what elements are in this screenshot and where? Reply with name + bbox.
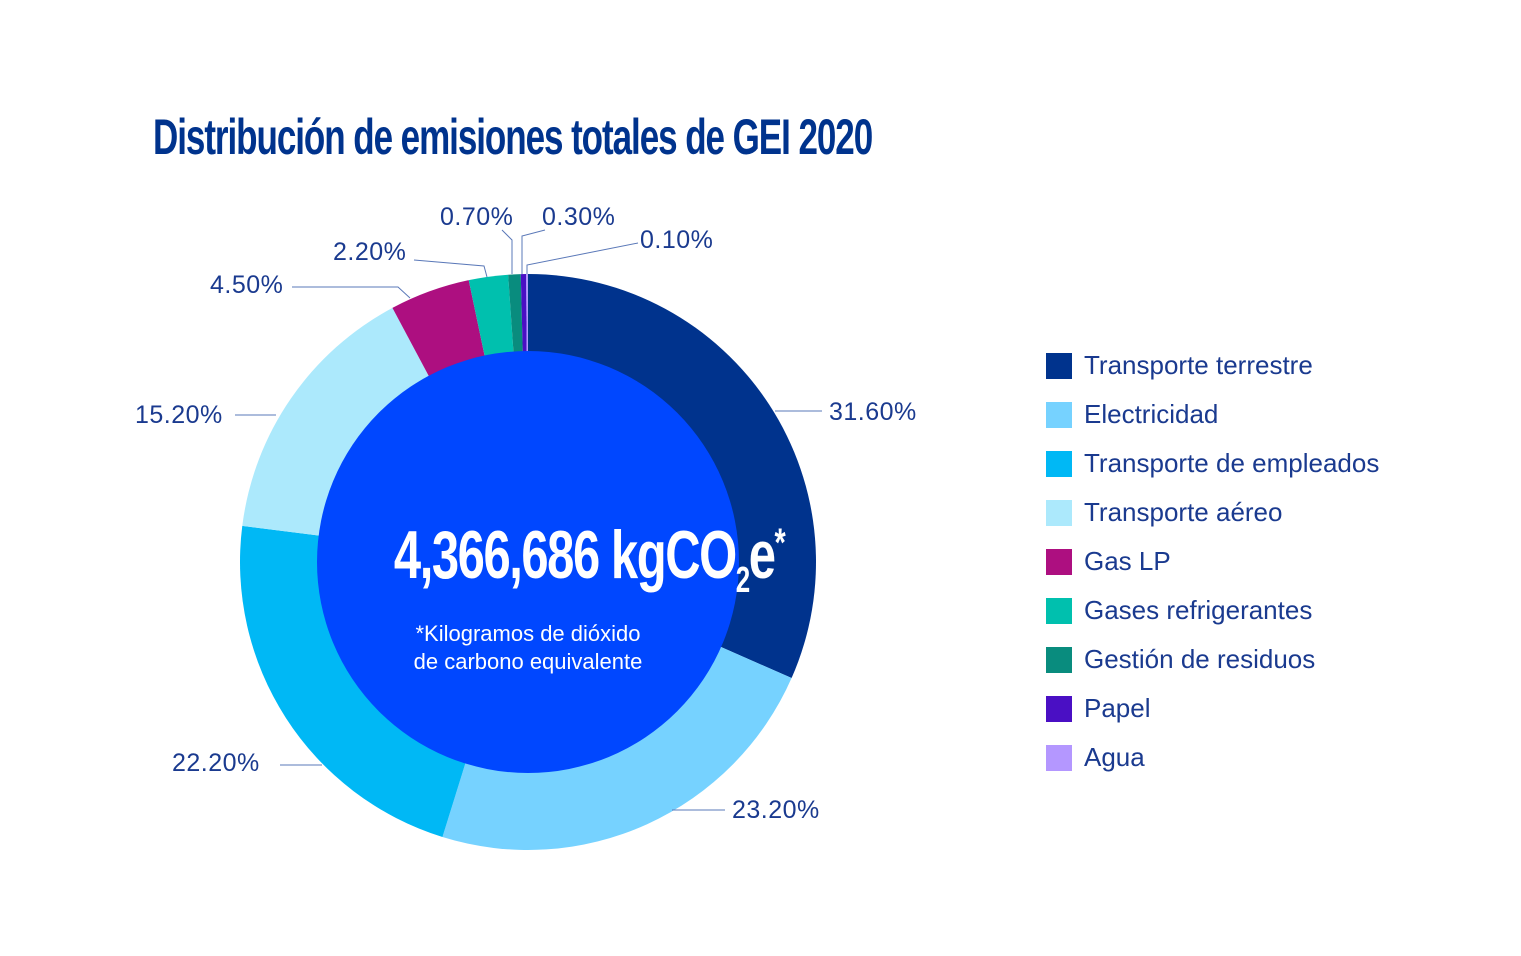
- data-label-gases-refrigerantes: 2.20%: [333, 238, 407, 266]
- unit-end: e: [748, 517, 776, 593]
- footnote-line-2: de carbono equivalente: [413, 649, 643, 674]
- legend-label: Transporte terrestre: [1084, 350, 1313, 380]
- legend-swatch: [1046, 499, 1072, 526]
- legend-item: Gases refrigerantes: [1046, 586, 1379, 635]
- legend-item: Transporte aéreo: [1046, 488, 1379, 537]
- legend-label: Gases refrigerantes: [1084, 595, 1313, 625]
- leader-line-4: [292, 286, 411, 299]
- data-label-transporte-aereo: 15.20%: [135, 401, 223, 429]
- data-label-transporte-empleados: 22.20%: [172, 749, 260, 777]
- legend-label: Transporte aéreo: [1084, 497, 1283, 527]
- legend-swatch: [1046, 646, 1072, 673]
- legend-swatch: [1046, 744, 1072, 771]
- leader-line-8: [526, 242, 639, 274]
- legend-label: Agua: [1084, 742, 1145, 772]
- legend-swatch: [1046, 597, 1072, 624]
- chart-title: Distribución de emisiones totales de GEI…: [153, 109, 873, 165]
- legend-swatch: [1046, 352, 1072, 379]
- legend-label: Transporte de empleados: [1084, 448, 1380, 478]
- data-label-agua: 0.10%: [640, 226, 714, 254]
- data-label-gas-lp: 4.50%: [210, 271, 284, 299]
- asterisk: *: [774, 521, 786, 565]
- legend-item: Gas LP: [1046, 537, 1379, 586]
- legend-label: Electricidad: [1084, 399, 1219, 429]
- legend-swatch: [1046, 450, 1072, 477]
- legend-item: Gestión de residuos: [1046, 635, 1379, 684]
- unit-subscript: 2: [735, 559, 750, 600]
- leader-line-7: [521, 229, 546, 274]
- legend-item: Electricidad: [1046, 390, 1379, 439]
- data-label-transporte-terrestre: 31.60%: [829, 398, 917, 426]
- legend-item: Agua: [1046, 733, 1379, 782]
- legend-label: Papel: [1084, 693, 1151, 723]
- legend-label: Gestión de residuos: [1084, 644, 1316, 674]
- footnote-line-1: *Kilogramos de dióxido: [415, 621, 641, 646]
- legend-item: Papel: [1046, 684, 1379, 733]
- leader-line-6: [501, 229, 513, 274]
- legend-swatch: [1046, 695, 1072, 722]
- legend-swatch: [1046, 548, 1072, 575]
- donut-center: [317, 351, 739, 773]
- data-label-electricidad: 23.20%: [732, 796, 820, 824]
- unit-footnote: *Kilogramos de dióxido de carbono equiva…: [318, 620, 738, 676]
- legend-swatch: [1046, 401, 1072, 428]
- total-value: 4,366,686: [393, 517, 600, 593]
- data-label-papel: 0.30%: [542, 203, 616, 231]
- data-label-gestion-residuos: 0.70%: [440, 203, 514, 231]
- center-summary: 4,366,686 kgCO2e* *Kilogramos de dióxido…: [318, 505, 786, 676]
- legend-item: Transporte de empleados: [1046, 439, 1379, 488]
- legend-label: Gas LP: [1084, 546, 1171, 576]
- unit: kgCO: [610, 517, 737, 593]
- legend-item: Transporte terrestre: [1046, 341, 1379, 390]
- total-emissions: 4,366,686 kgCO2e*: [393, 505, 786, 618]
- legend: Transporte terrestre Electricidad Transpor…: [1046, 341, 1379, 782]
- leader-line-5: [413, 259, 488, 278]
